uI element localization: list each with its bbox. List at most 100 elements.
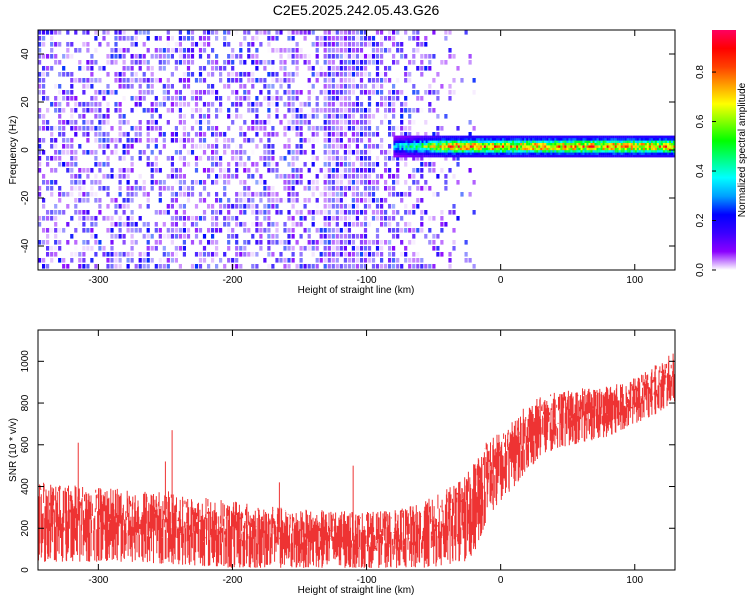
spectrogram-cell — [263, 30, 267, 35]
spectrogram-cell — [198, 240, 203, 245]
signal-band-cell — [510, 138, 513, 141]
signal-band-cell — [548, 152, 551, 155]
spectrogram-cell — [202, 210, 207, 215]
spectrogram-cell — [82, 90, 86, 95]
spectrogram-cell — [367, 126, 372, 131]
signal-band-cell — [489, 147, 493, 151]
signal-band-cell — [628, 142, 631, 146]
signal-band-cell — [403, 135, 406, 139]
spectrogram-cell — [412, 234, 416, 239]
spectrogram-cell — [412, 156, 416, 161]
signal-band-cell — [429, 152, 432, 155]
signal-band-cell — [445, 135, 448, 139]
spectrogram-cell — [331, 66, 335, 71]
signal-band-cell — [534, 147, 537, 151]
signal-band-cell — [574, 152, 577, 155]
signal-band-cell — [524, 138, 527, 141]
spectrogram-cell — [186, 138, 191, 143]
spectrogram-cell — [202, 186, 207, 191]
spectrogram-cell — [351, 150, 355, 155]
spectrogram-cell — [416, 258, 420, 263]
signal-band-cell — [600, 150, 603, 153]
spectrogram-cell — [118, 192, 122, 197]
spectrogram-cell — [315, 174, 319, 179]
spectrogram-cell — [122, 198, 126, 203]
spectrogram-cell — [231, 150, 235, 155]
signal-band-cell — [457, 142, 460, 146]
spectrogram-cell — [235, 54, 239, 59]
spectrogram-cell — [190, 138, 195, 143]
spectrogram-cell — [138, 120, 142, 125]
spectrogram-cell — [375, 252, 380, 257]
spectrogram-cell — [194, 222, 199, 227]
spectrogram-cell — [211, 180, 215, 185]
spectrogram-cell — [231, 204, 235, 209]
spectrogram-cell — [424, 264, 428, 269]
spectrogram-cell — [182, 174, 186, 179]
spectrogram-cell — [412, 204, 416, 209]
signal-band-cell — [584, 152, 587, 155]
spectrogram-cell — [263, 162, 267, 167]
signal-band-cell — [634, 140, 637, 143]
spectrogram-cell — [98, 42, 102, 47]
spectrogram-cell — [118, 228, 122, 233]
spectrogram-cell — [154, 162, 158, 167]
spectrogram-cell — [42, 198, 46, 203]
spectrogram-cell — [186, 150, 191, 155]
spectrogram-cell — [323, 30, 327, 35]
spectrogram-cell — [287, 36, 291, 41]
spectrogram-cell — [70, 138, 74, 143]
signal-band-cell — [652, 147, 656, 151]
spectrogram-cell — [182, 126, 186, 131]
signal-band-cell — [481, 145, 485, 148]
spectrogram-cell — [331, 126, 335, 131]
signal-band-cell — [489, 140, 493, 143]
signal-band-cell — [401, 135, 404, 139]
spectrogram-cell — [343, 258, 347, 263]
spectrogram-cell — [351, 258, 355, 263]
spectrogram-cell — [182, 156, 186, 161]
spectrogram-cell — [98, 204, 102, 209]
spectrogram-cell — [275, 90, 279, 95]
spectrogram-cell — [420, 210, 424, 215]
spectrogram-cell — [359, 48, 364, 53]
spectrogram-cell — [227, 246, 231, 251]
spectrogram-cell — [367, 168, 372, 173]
signal-band-cell — [560, 142, 563, 146]
signal-band-cell — [608, 147, 611, 151]
signal-band-cell — [449, 142, 452, 146]
signal-band-cell — [431, 140, 434, 143]
spectrogram-cell — [331, 42, 335, 47]
spectrogram-cell — [86, 210, 90, 215]
signal-band-cell — [502, 145, 505, 148]
spectrogram-cell — [331, 138, 335, 143]
signal-band-cell — [671, 147, 674, 151]
signal-band-cell — [502, 150, 505, 153]
spectrogram-cell — [126, 138, 130, 143]
spectrogram-cell — [287, 174, 291, 179]
spectrogram-cell — [287, 264, 291, 269]
spectrogram-cell — [118, 174, 122, 179]
signal-band-cell — [419, 145, 422, 148]
spectrogram-cell — [331, 150, 335, 155]
signal-band-cell — [669, 154, 672, 158]
spectrogram-cell — [351, 54, 355, 59]
spectrogram-cell — [392, 252, 396, 257]
signal-band-cell — [602, 145, 605, 148]
signal-band-cell — [433, 138, 436, 141]
spectrogram-cell — [38, 222, 42, 227]
signal-band-cell — [644, 138, 647, 141]
spectrogram-cell — [154, 78, 158, 83]
spectrogram-cell — [287, 234, 291, 239]
spectrogram-cell — [182, 78, 186, 83]
spectrogram-cell — [251, 198, 255, 203]
signal-band-cell — [459, 154, 462, 158]
signal-band-cell — [524, 154, 527, 158]
spectrogram-cell — [207, 204, 211, 209]
spectrogram-cell — [90, 96, 94, 101]
spectrogram-cell — [331, 264, 335, 269]
signal-band-cell — [429, 142, 432, 146]
spectrogram-cell — [400, 108, 404, 113]
spectrogram-cell — [388, 150, 392, 155]
spectrogram-cell — [384, 150, 388, 155]
